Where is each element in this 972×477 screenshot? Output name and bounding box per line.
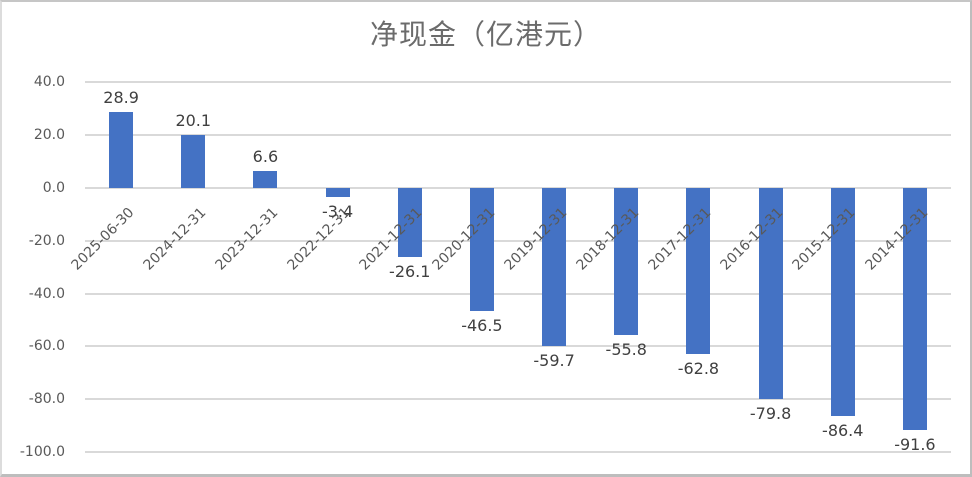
chart-title: 净现金（亿港元） [369, 18, 602, 51]
bar [614, 188, 639, 336]
bar [830, 188, 855, 417]
y-axis-tick-label: -80.0 [28, 391, 65, 408]
bar [253, 170, 278, 188]
bar-value-label: -91.6 [894, 434, 936, 454]
bar-value-label: -62.8 [677, 358, 720, 378]
bar [181, 134, 206, 188]
y-axis-tick-label: -60.0 [28, 338, 65, 355]
gridline [85, 134, 951, 137]
gridline [85, 239, 951, 242]
y-axis-tick-label: -20.0 [28, 232, 65, 249]
y-axis-tick-label: -100.0 [19, 444, 65, 460]
bar-value-label: -26.1 [389, 261, 431, 281]
y-axis-tick-label: 0.0 [42, 180, 65, 196]
y-axis-tick-label: 40.0 [33, 74, 65, 91]
bar [469, 188, 494, 311]
bar [902, 188, 927, 430]
bar [758, 188, 783, 399]
y-axis-tick-label: 20.0 [33, 127, 65, 144]
bar-value-label: -79.8 [749, 403, 792, 423]
y-axis-tick-label: -40.0 [28, 285, 65, 302]
bar-value-label: -55.8 [605, 340, 647, 360]
gridline [85, 187, 951, 189]
gridline [85, 292, 951, 295]
bar-value-label: 20.1 [175, 110, 212, 130]
gridline [85, 345, 951, 348]
bar [686, 188, 711, 354]
bar-value-label: -59.7 [533, 350, 575, 370]
bar-value-label: -46.5 [461, 315, 503, 335]
bar [109, 111, 134, 188]
gridline [85, 81, 951, 84]
bar-value-label: 28.9 [103, 87, 139, 107]
bar [397, 188, 422, 257]
gridline [85, 451, 951, 453]
gridline [85, 398, 951, 401]
bar-value-label: -3.4 [321, 201, 354, 221]
bar [325, 188, 350, 197]
bar [542, 188, 567, 346]
bar-value-label: -86.4 [822, 421, 864, 441]
bar-value-label: 6.6 [252, 146, 279, 166]
